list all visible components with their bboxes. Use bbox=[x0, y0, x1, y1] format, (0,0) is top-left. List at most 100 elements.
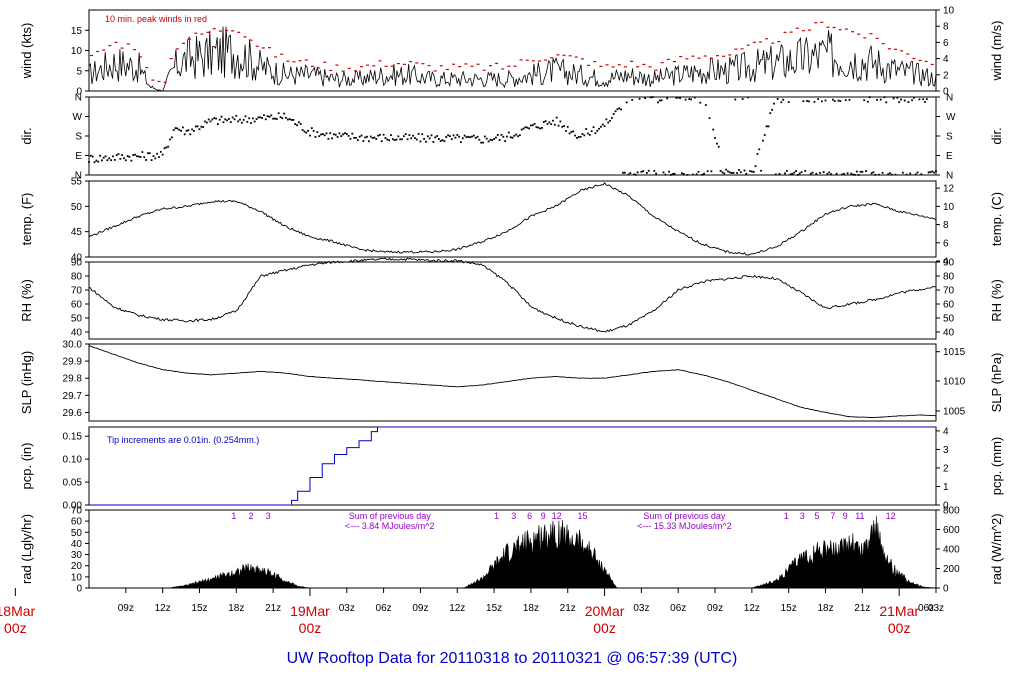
peak-wind-mark bbox=[550, 57, 554, 59]
direction-point bbox=[235, 114, 238, 117]
direction-point bbox=[657, 101, 659, 104]
direction-point bbox=[642, 170, 645, 172]
direction-point bbox=[662, 171, 665, 174]
direction-point bbox=[601, 123, 604, 126]
direction-point bbox=[598, 127, 600, 130]
direction-point bbox=[356, 139, 359, 142]
direction-point bbox=[804, 169, 807, 172]
x-tick-label: 12z bbox=[744, 603, 760, 614]
y-axis-label-right: dir. bbox=[989, 127, 1004, 144]
direction-point bbox=[750, 170, 753, 173]
direction-point bbox=[402, 135, 405, 138]
y-tick-label-right: 4 bbox=[943, 54, 949, 65]
direction-point bbox=[793, 171, 796, 174]
direction-point bbox=[660, 99, 663, 102]
y-tick-label-right: E bbox=[946, 151, 953, 162]
peak-wind-mark bbox=[317, 67, 321, 69]
direction-point bbox=[566, 125, 569, 128]
direction-point bbox=[476, 135, 479, 138]
direction-point bbox=[717, 145, 720, 148]
direction-point bbox=[421, 133, 424, 136]
direction-point bbox=[242, 119, 245, 121]
y-tick-label-right: 90 bbox=[943, 258, 955, 269]
direction-point bbox=[900, 98, 902, 101]
direction-point bbox=[546, 123, 549, 125]
direction-point bbox=[671, 173, 674, 175]
radiation-area bbox=[89, 515, 937, 589]
direction-point bbox=[286, 118, 289, 121]
direction-point bbox=[233, 118, 236, 121]
peak-wind-mark bbox=[930, 63, 934, 66]
peak-wind-mark bbox=[869, 33, 873, 35]
solar-hour-label: 6 bbox=[527, 511, 532, 521]
direction-point bbox=[139, 156, 142, 158]
direction-point bbox=[325, 132, 328, 135]
peak-wind-mark bbox=[924, 60, 928, 63]
solar-hour-label: 5 bbox=[814, 511, 819, 521]
direction-point bbox=[771, 108, 774, 111]
direction-point bbox=[734, 98, 737, 101]
peak-wind-mark bbox=[372, 65, 376, 67]
peak-wind-mark bbox=[286, 60, 290, 62]
direction-point bbox=[839, 100, 842, 102]
direction-point bbox=[100, 159, 103, 162]
rh-series bbox=[88, 257, 937, 333]
direction-point bbox=[272, 117, 275, 120]
direction-point bbox=[399, 138, 402, 141]
direction-point bbox=[489, 138, 492, 141]
direction-point bbox=[128, 155, 131, 158]
peak-wind-mark bbox=[568, 55, 572, 57]
direction-point bbox=[612, 113, 615, 115]
direction-point bbox=[920, 173, 923, 176]
direction-point bbox=[741, 98, 744, 100]
direction-point bbox=[115, 154, 118, 157]
direction-point bbox=[609, 119, 611, 122]
direction-point bbox=[563, 125, 565, 127]
x-tick-label: 06z bbox=[376, 603, 392, 614]
direction-point bbox=[587, 132, 589, 135]
direction-point bbox=[782, 98, 785, 101]
direction-point bbox=[274, 117, 276, 120]
direction-point bbox=[257, 116, 260, 119]
radiation-note: <--- 3.84 MJoules/m^2 bbox=[345, 521, 435, 531]
x-tick-label: 03z bbox=[633, 603, 649, 614]
peak-wind-mark bbox=[752, 41, 756, 43]
direction-point bbox=[787, 101, 790, 103]
direction-point bbox=[299, 123, 302, 125]
peak-wind-mark bbox=[507, 65, 511, 67]
direction-point bbox=[414, 137, 416, 139]
direction-point bbox=[301, 129, 304, 131]
peak-wind-mark bbox=[298, 60, 302, 62]
direction-point bbox=[336, 136, 339, 138]
direction-point bbox=[246, 120, 249, 123]
direction-point bbox=[846, 172, 849, 175]
direction-point bbox=[292, 119, 295, 121]
direction-point bbox=[222, 121, 225, 124]
direction-point bbox=[170, 136, 173, 139]
y-tick-label-right: 2 bbox=[943, 463, 949, 474]
y-tick-label-right: 8 bbox=[943, 220, 949, 231]
direction-point bbox=[736, 172, 739, 174]
y-tick-label: 90 bbox=[71, 258, 83, 269]
peak-wind-mark bbox=[765, 38, 769, 40]
direction-point bbox=[474, 136, 477, 139]
direction-point bbox=[756, 153, 759, 155]
direction-point bbox=[611, 117, 613, 119]
direction-point bbox=[472, 134, 475, 137]
direction-point bbox=[126, 155, 129, 158]
direction-point bbox=[395, 138, 398, 141]
peak-wind-mark bbox=[304, 59, 308, 61]
solar-hour-label: 1 bbox=[784, 511, 789, 521]
y-tick-label: S bbox=[75, 132, 82, 143]
direction-point bbox=[835, 172, 838, 175]
y-axis-label: wind (kts) bbox=[19, 23, 34, 80]
direction-point bbox=[430, 134, 433, 137]
precip-series bbox=[89, 426, 936, 506]
direction-point bbox=[760, 169, 762, 172]
peak-wind-mark bbox=[433, 70, 437, 72]
peak-wind-mark bbox=[464, 63, 468, 65]
direction-point bbox=[695, 173, 698, 176]
wind-annotation: 10 min. peak winds in red bbox=[105, 14, 207, 24]
direction-point bbox=[220, 115, 223, 118]
